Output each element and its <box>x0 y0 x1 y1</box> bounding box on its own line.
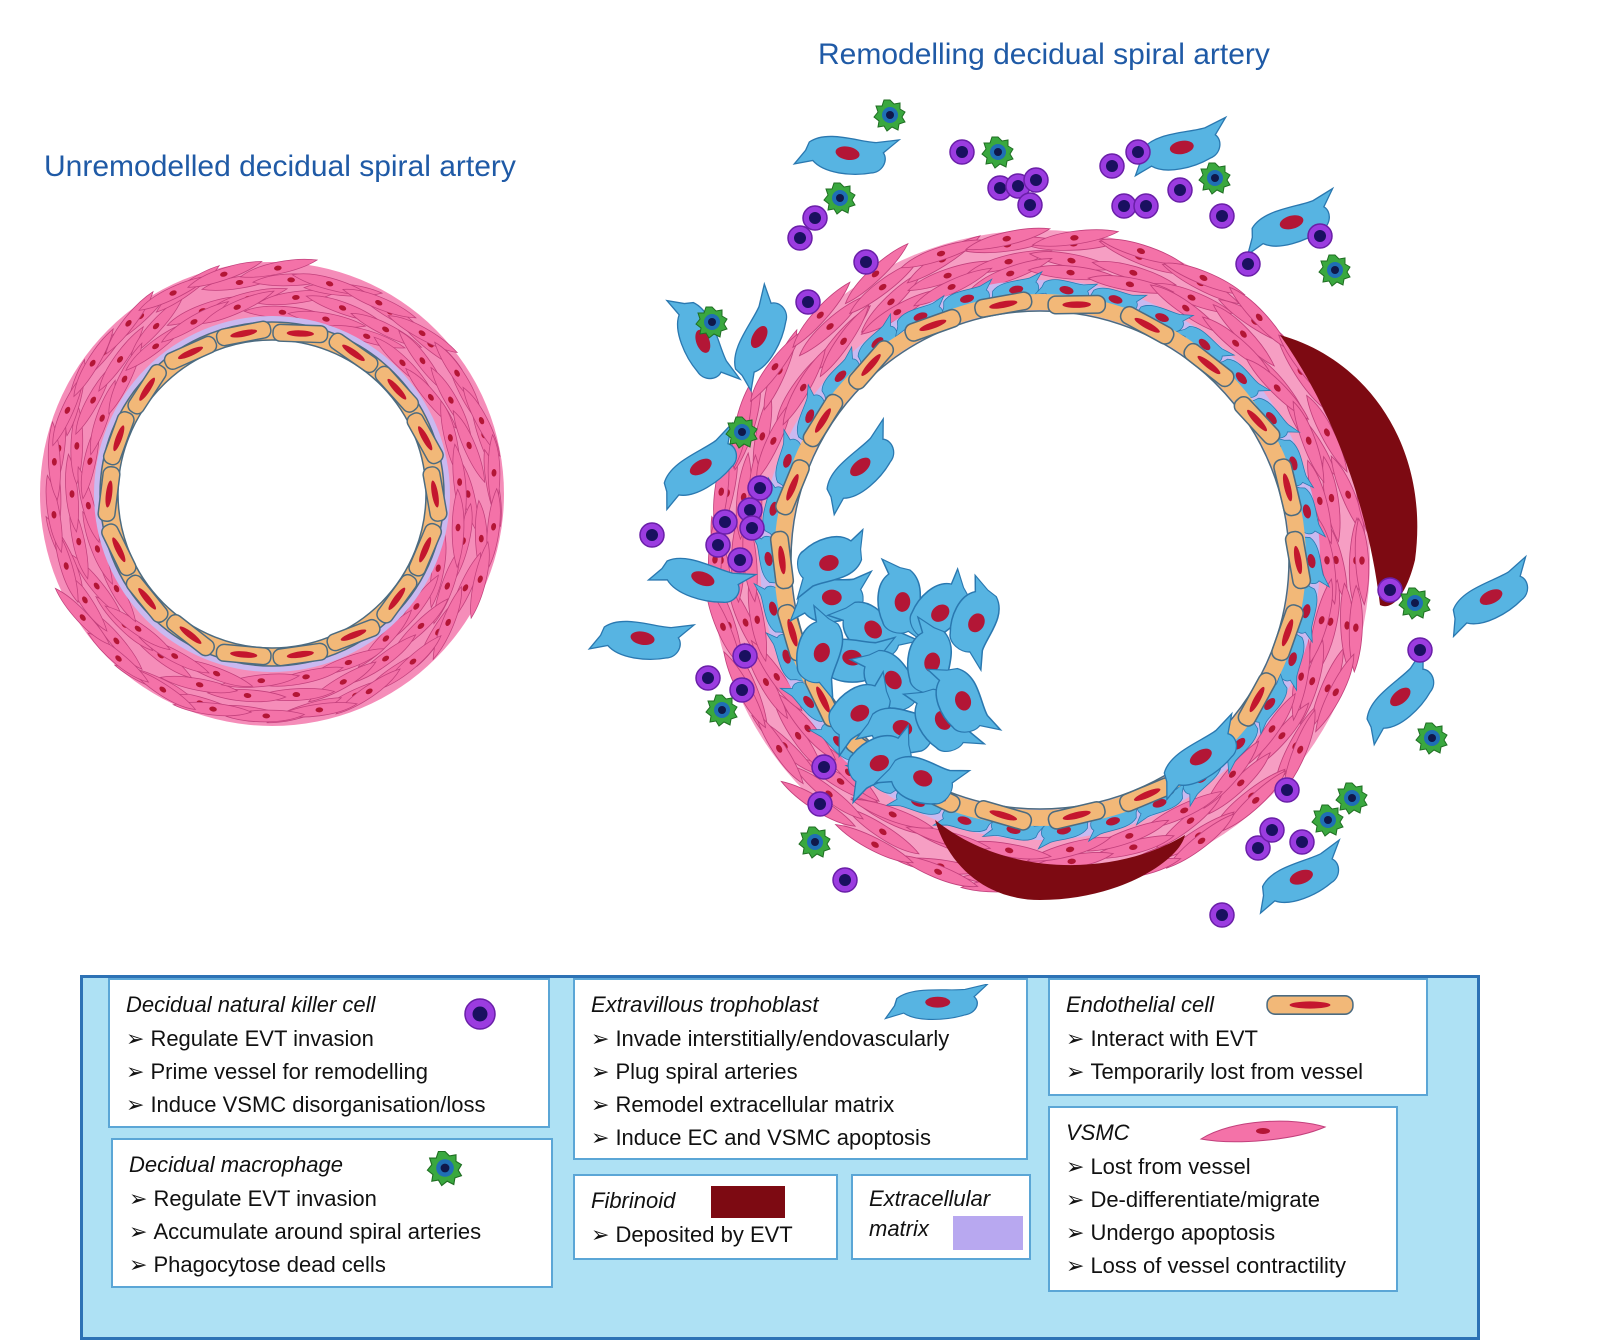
nk-cell <box>787 225 813 251</box>
vsmc-item: De-differentiate/migrate <box>1066 1183 1380 1216</box>
nk-cell <box>1377 577 1403 603</box>
nk-cell <box>832 867 858 893</box>
nk-cell <box>1307 223 1333 249</box>
legend-fibrinoid: Fibrinoid Deposited by EVT <box>573 1174 838 1260</box>
macrophage-item: Phagocytose dead cells <box>129 1248 535 1281</box>
fibrinoid-swatch <box>711 1186 785 1218</box>
nk-cell <box>739 515 765 541</box>
endothelial-item: Interact with EVT <box>1066 1022 1410 1055</box>
trophoblast-cell <box>588 607 695 668</box>
macrophage-icon <box>426 1150 463 1187</box>
fibrinoid-item: Deposited by EVT <box>591 1218 820 1251</box>
nk-cell <box>1111 193 1137 219</box>
legend-panel: Decidual natural killer cell Regulate EV… <box>80 975 1480 1340</box>
vsmc-item: Lost from vessel <box>1066 1150 1380 1183</box>
endothelial-cell <box>1047 294 1107 315</box>
macrophage-cell <box>798 826 831 859</box>
nk-item: Prime vessel for remodelling <box>126 1055 532 1088</box>
unremodelled-artery <box>40 256 508 729</box>
legend-nk-cell: Decidual natural killer cell Regulate EV… <box>108 978 550 1128</box>
vsmc-heading: VSMC <box>1066 1120 1130 1145</box>
nk-cell <box>1099 153 1125 179</box>
nk-cell <box>802 205 828 231</box>
nk-cell <box>747 475 773 501</box>
nk-cell <box>1167 177 1193 203</box>
endothelial-cell-icon <box>1266 995 1354 1015</box>
legend-vsmc: VSMC Lost from vessel De-differentiate/m… <box>1048 1106 1398 1292</box>
macrophage-item: Accumulate around spiral arteries <box>129 1215 535 1248</box>
nk-cell <box>1274 777 1300 803</box>
nk-cell <box>639 522 665 548</box>
legend-endothelial-cell: Endothelial cell Interact with EVT Tempo… <box>1048 978 1428 1096</box>
macrophage-cell <box>1198 162 1231 195</box>
macrophage-cell <box>1318 254 1351 287</box>
ecm-heading-line1: Extracellular <box>869 1186 991 1211</box>
nk-cell <box>795 289 821 315</box>
legend-macrophage: Decidual macrophage Regulate EVT invasio… <box>111 1138 553 1288</box>
nk-item: Regulate EVT invasion <box>126 1022 532 1055</box>
endothelial-heading: Endothelial cell <box>1066 992 1214 1017</box>
vsmc-item: Undergo apoptosis <box>1066 1216 1380 1249</box>
fibrinoid-deposit-bottom <box>935 820 1185 900</box>
nk-cell <box>705 532 731 558</box>
nk-cell <box>1209 203 1235 229</box>
trophoblast-cell <box>665 285 741 395</box>
fibrinoid-deposit-right <box>1280 335 1418 607</box>
macrophage-cell <box>705 694 738 727</box>
ecm-heading-line2: matrix <box>869 1216 929 1241</box>
fibrinoid-heading: Fibrinoid <box>591 1188 676 1213</box>
trophoblast-item: Invade interstitially/endovascularly <box>591 1022 1010 1055</box>
legend-extracellular-matrix: Extracellular matrix <box>851 1174 1031 1260</box>
remodelling-title: Remodelling decidual spiral artery <box>818 38 1270 71</box>
nk-cell <box>1235 251 1261 277</box>
nk-cell <box>729 677 755 703</box>
vsmc-item: Loss of vessel contractility <box>1066 1249 1380 1282</box>
macrophage-cell <box>1415 722 1448 755</box>
nk-cell <box>1407 637 1433 663</box>
nk-cell <box>1125 139 1151 165</box>
macrophage-cell <box>1311 804 1344 837</box>
nk-cell <box>811 754 837 780</box>
trophoblast-cell <box>793 122 900 183</box>
nk-cell <box>853 249 879 275</box>
endothelial-item: Temporarily lost from vessel <box>1066 1055 1410 1088</box>
nk-cell <box>949 139 975 165</box>
nk-cell <box>1133 193 1159 219</box>
nk-cell <box>1209 902 1235 928</box>
macrophage-heading: Decidual macrophage <box>129 1152 344 1177</box>
vsmc-icon <box>1199 1120 1327 1143</box>
macrophage-cell <box>823 182 856 215</box>
trophoblast-item: Remodel extracellular matrix <box>591 1088 1010 1121</box>
remodelling-artery <box>588 99 1545 928</box>
nk-cell-icon <box>464 998 496 1030</box>
endothelial-cell <box>271 323 329 344</box>
trophoblast-item: Induce EC and VSMC apoptosis <box>591 1121 1010 1154</box>
nk-cell <box>807 791 833 817</box>
trophoblast-cell <box>1435 556 1545 639</box>
macrophage-cell <box>981 136 1014 169</box>
macrophage-cell <box>873 99 906 132</box>
macrophage-cell <box>1335 782 1368 815</box>
nk-item: Induce VSMC disorganisation/loss <box>126 1088 532 1121</box>
nk-cell <box>1259 817 1285 843</box>
legend-trophoblast: Extravillous trophoblast Invade intersti… <box>573 978 1028 1160</box>
nk-cell <box>732 643 758 669</box>
nk-cell <box>1023 167 1049 193</box>
trophoblast-heading: Extravillous trophoblast <box>591 992 819 1017</box>
ecm-swatch <box>953 1216 1023 1250</box>
trophoblast-icon <box>884 984 989 1021</box>
trophoblast-item: Plug spiral arteries <box>591 1055 1010 1088</box>
artery-illustration <box>40 99 1545 928</box>
unremodelled-title: Unremodelled decidual spiral artery <box>44 150 516 183</box>
nk-cell-heading: Decidual natural killer cell <box>126 992 376 1017</box>
nk-cell <box>727 547 753 573</box>
nk-cell <box>695 665 721 691</box>
macrophage-cell <box>1398 587 1431 620</box>
nk-cell <box>1289 829 1315 855</box>
nk-cell <box>1017 192 1043 218</box>
macrophage-item: Regulate EVT invasion <box>129 1182 535 1215</box>
nk-cell <box>712 509 738 535</box>
